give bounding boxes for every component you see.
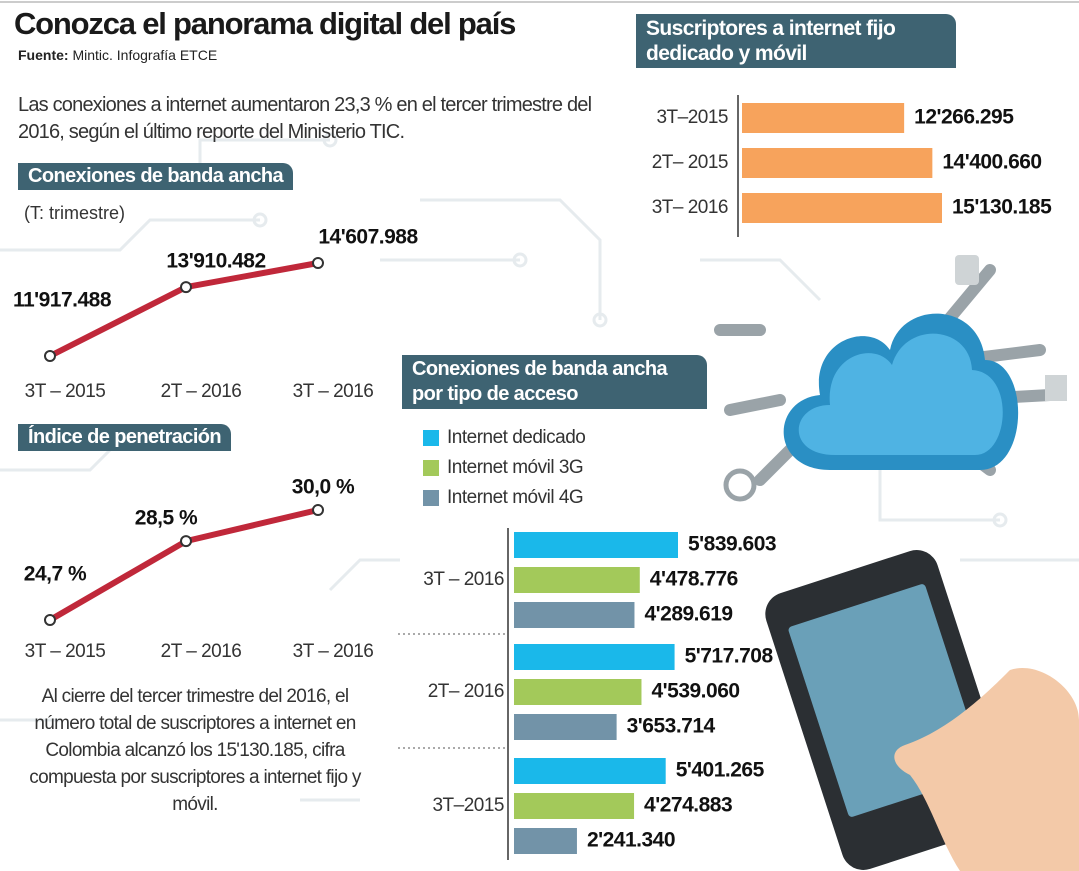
source-text: Mintic. Infografía ETCE bbox=[72, 47, 218, 63]
value-label: 4'539.060 bbox=[651, 680, 739, 703]
value-label: 28,5 % bbox=[135, 507, 198, 530]
legend-swatch bbox=[423, 430, 439, 446]
category-label: 2T– 2015 bbox=[652, 152, 728, 173]
category-label: 3T–2015 bbox=[656, 107, 728, 128]
bar bbox=[514, 758, 666, 784]
point bbox=[180, 535, 192, 548]
value-label: 4'289.619 bbox=[644, 603, 732, 626]
category-label: 3T – 2016 bbox=[293, 381, 374, 402]
value-label: 15'130.185 bbox=[952, 196, 1052, 219]
bar bbox=[514, 714, 617, 740]
bar bbox=[514, 644, 675, 670]
point bbox=[44, 614, 56, 626]
point bbox=[180, 281, 192, 294]
legend-label: Internet móvil 3G bbox=[447, 457, 583, 478]
cloud-illustration bbox=[714, 255, 1067, 502]
category-label: 3T–2015 bbox=[432, 795, 504, 816]
value-label: 11'917.488 bbox=[13, 289, 112, 312]
legend-swatch bbox=[423, 460, 439, 476]
intro: Las conexiones a internet aumentaron 23,… bbox=[18, 94, 592, 143]
source: Fuente: Mintic. Infografía ETCE bbox=[18, 47, 217, 63]
category-label: 3T – 2015 bbox=[25, 641, 106, 662]
value-label: 4'478.776 bbox=[650, 568, 738, 591]
value-label: 4'274.883 bbox=[644, 794, 732, 817]
value-label: 5'717.708 bbox=[685, 645, 774, 668]
value-label: 12'266.295 bbox=[914, 106, 1014, 129]
page-title: Conozca el panorama digital del país bbox=[14, 6, 516, 41]
chart-title: Conexiones de banda ancha bbox=[18, 163, 294, 190]
value-label: 3'653.714 bbox=[627, 715, 716, 738]
category-label: 2T – 2016 bbox=[161, 381, 242, 402]
bar bbox=[742, 148, 933, 178]
value-label: 24,7 % bbox=[24, 563, 87, 586]
value-label: 14'607.988 bbox=[318, 226, 418, 249]
category-label: 2T– 2016 bbox=[428, 681, 504, 702]
value-label: 13'910.482 bbox=[166, 250, 265, 273]
category-label: 3T– 2016 bbox=[652, 197, 728, 218]
point bbox=[44, 350, 56, 362]
legend-label: Internet dedicado bbox=[447, 427, 585, 448]
bar bbox=[514, 532, 678, 558]
value-label: 5'839.603 bbox=[688, 533, 776, 556]
value-label: 5'401.265 bbox=[676, 759, 765, 782]
point bbox=[312, 504, 324, 516]
chart-title: Índice de penetración bbox=[18, 424, 232, 451]
point bbox=[312, 257, 324, 269]
value-label: 14'400.660 bbox=[942, 151, 1041, 174]
bar bbox=[514, 679, 642, 705]
legend-label: Internet móvil 4G bbox=[447, 487, 583, 508]
bar bbox=[742, 193, 942, 223]
note: Al cierre del tercer trimestre del 2016,… bbox=[29, 686, 361, 815]
bar bbox=[742, 103, 905, 133]
category-label: 3T – 2016 bbox=[293, 641, 374, 662]
legend-swatch bbox=[423, 490, 439, 506]
category-label: 2T – 2016 bbox=[161, 641, 242, 662]
source-label: Fuente: bbox=[18, 47, 69, 63]
chart-subtitle: (T: trimestre) bbox=[24, 203, 125, 223]
category-label: 3T – 2015 bbox=[25, 381, 106, 402]
chart-title: Suscriptores a internet fijo dedicado y … bbox=[636, 14, 956, 68]
category-label: 3T – 2016 bbox=[423, 569, 504, 590]
bar bbox=[514, 602, 635, 628]
bar bbox=[514, 793, 635, 819]
bar bbox=[514, 828, 577, 854]
bar bbox=[514, 567, 640, 593]
value-label: 2'241.340 bbox=[587, 829, 675, 852]
phone-illustration bbox=[765, 550, 1079, 871]
chart-title: Conexiones de banda ancha por tipo de ac… bbox=[402, 355, 707, 409]
value-label: 30,0 % bbox=[292, 476, 355, 499]
